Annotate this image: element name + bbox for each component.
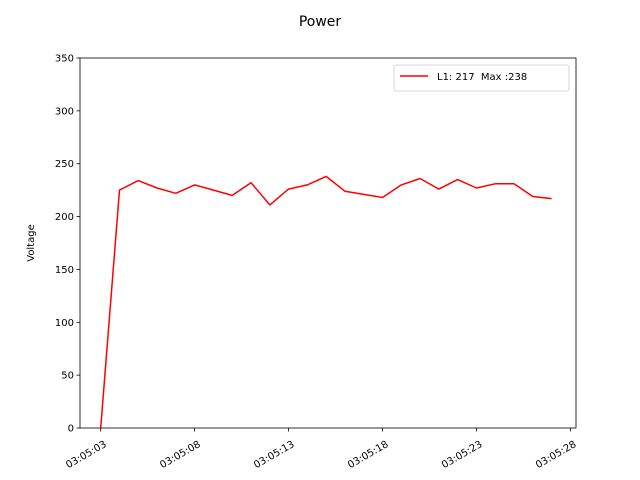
y-tick-label: 50 (61, 371, 74, 382)
y-axis-label: Voltage (26, 224, 37, 262)
y-tick-label: 250 (55, 159, 74, 170)
legend: L1: 217 Max :238 (393, 64, 570, 92)
y-tick-label: 150 (55, 265, 74, 276)
y-tick-label: 300 (55, 106, 74, 117)
y-tick-label: 0 (68, 424, 74, 435)
legend-label: L1: 217 Max :238 (437, 72, 527, 83)
x-tick-label: 03:05:03 (64, 439, 108, 471)
legend-box (393, 64, 570, 92)
y-axis: 0 50 100 150 200 250 300 350 (55, 54, 80, 435)
x-tick-label: 03:05:13 (252, 439, 296, 471)
plot-frame (79, 57, 577, 429)
x-tick-label: 03:05:28 (534, 439, 578, 471)
x-tick-label: 03:05:23 (440, 439, 484, 471)
series-lines (99, 175, 552, 429)
x-tick-label: 03:05:18 (346, 439, 390, 471)
y-tick-label: 350 (55, 54, 74, 65)
y-tick-label: 200 (55, 212, 74, 223)
x-axis: 03:05:03 03:05:08 03:05:13 03:05:18 03:05:23… (64, 428, 578, 471)
series-line (99, 175, 552, 429)
y-tick-label: 100 (55, 318, 74, 329)
chart-title: Power (299, 14, 342, 30)
x-tick-label: 03:05:08 (158, 439, 202, 471)
